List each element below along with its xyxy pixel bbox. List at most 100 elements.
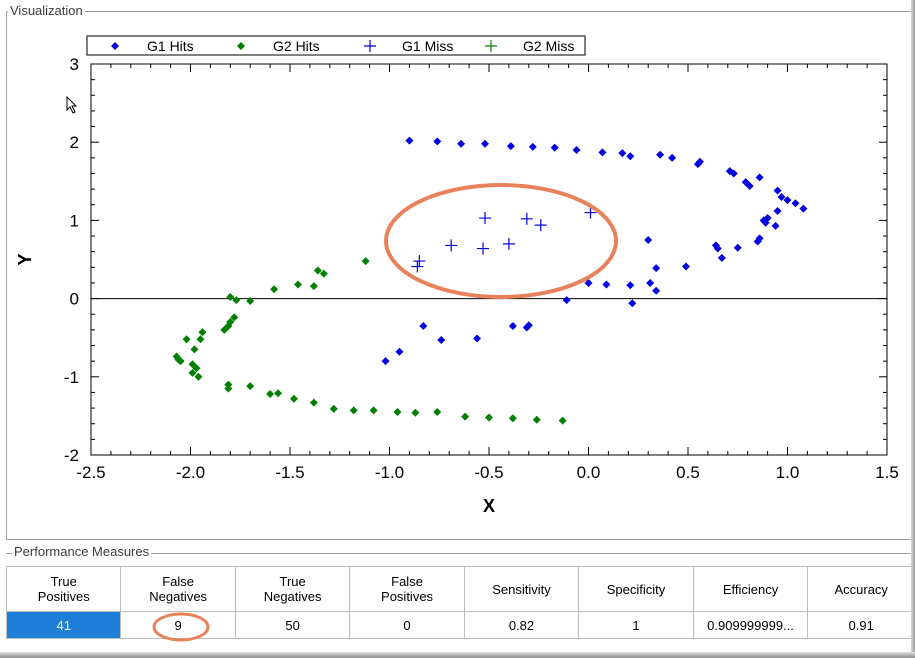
column-header-text: Accuracy [834, 581, 888, 597]
data-point [461, 412, 470, 421]
legend-marker [485, 40, 497, 52]
x-tick-label: -1.5 [275, 463, 304, 482]
data-point [190, 345, 199, 354]
window-shadow-bottom [0, 652, 915, 658]
x-tick-label: 1.5 [875, 463, 899, 482]
data-point [550, 143, 559, 152]
data-point [198, 328, 207, 337]
data-point [479, 212, 492, 225]
column-header-text: Efficiency [722, 581, 779, 597]
data-point [437, 336, 446, 345]
y-tick-label: 3 [70, 55, 79, 74]
data-point [534, 219, 547, 232]
data-point [745, 181, 754, 190]
data-point [196, 335, 205, 344]
plot-area [90, 63, 888, 456]
x-tick-label: -0.5 [474, 463, 503, 482]
column-header[interactable]: False Negatives [120, 566, 236, 612]
x-tick-label: -2.5 [76, 463, 105, 482]
data-point [176, 357, 185, 366]
data-point [230, 313, 239, 322]
data-point [411, 408, 420, 417]
x-axis-label: X [483, 496, 495, 516]
data-point [791, 199, 800, 208]
data-point [753, 237, 762, 246]
data-point [419, 321, 428, 330]
data-point [773, 207, 782, 216]
data-point [361, 257, 370, 266]
column-header[interactable]: Accuracy [807, 566, 915, 612]
table-cell[interactable]: 0 [349, 611, 465, 639]
table-cell[interactable]: 0.91 [807, 611, 915, 639]
data-point [646, 278, 655, 287]
column-header[interactable]: True Positives [5, 566, 122, 612]
table-cell[interactable]: 9 [120, 611, 236, 639]
data-point [395, 347, 404, 356]
column-header[interactable]: Specificity [578, 566, 694, 612]
column-header[interactable]: True Negatives [234, 566, 351, 612]
table-cell[interactable]: 50 [234, 611, 351, 639]
data-point [274, 389, 283, 398]
performance-value-row[interactable]: 41 9 50 0 0.82 1 0.909999999... 0.91 [5, 611, 915, 639]
data-point [226, 293, 235, 302]
data-point [293, 280, 302, 289]
chart-frame: -2.5 -2.0 -1.5 -1.0 -0.5 0.0 0.5 1.0 1.5 -2 -1 0 1 2 3… [6, 11, 914, 540]
data-point [562, 296, 571, 305]
data-point [695, 157, 704, 166]
table-cell[interactable]: 0.82 [463, 611, 580, 639]
data-point [783, 196, 792, 205]
column-header-text: False [162, 574, 195, 589]
data-point [558, 416, 567, 425]
data-point [682, 262, 691, 271]
data-point [733, 243, 742, 252]
visualization-title: Visualization [8, 3, 85, 18]
data-point [349, 406, 358, 415]
value-highlight-ellipse [152, 612, 210, 642]
data-point [319, 269, 328, 278]
performance-frame [6, 553, 915, 650]
x-tick-label: 0.0 [577, 463, 601, 482]
data-point [502, 237, 515, 250]
data-point [313, 266, 322, 275]
data-point [224, 321, 233, 330]
data-point [717, 253, 726, 262]
data-point [759, 216, 768, 225]
data-point [602, 280, 611, 289]
table-cell[interactable]: 41 [5, 611, 122, 639]
data-point [626, 152, 635, 161]
column-header[interactable]: Sensitivity [463, 566, 580, 612]
data-point [652, 264, 661, 273]
scatter-chart: -2.5 -2.0 -1.5 -1.0 -0.5 0.0 0.5 1.0 1.5 -2 -1 0 1 2 3… [15, 35, 899, 516]
data-point [729, 169, 738, 178]
column-header[interactable]: False Positives [349, 566, 465, 612]
data-point [381, 357, 390, 366]
column-header-text: Sensitivity [492, 581, 551, 597]
data-point [329, 404, 338, 413]
data-point [618, 149, 627, 158]
table-cell[interactable]: 0.909999999... [692, 611, 809, 639]
table-cell[interactable]: 1 [578, 611, 694, 639]
data-point [411, 260, 424, 273]
highlight-ellipse [384, 183, 618, 299]
data-point [528, 142, 537, 151]
column-header-text: Negatives [263, 589, 322, 604]
column-header[interactable]: Efficiency [692, 566, 809, 612]
data-point [289, 394, 298, 403]
data-point [266, 390, 275, 399]
legend-marker [111, 42, 119, 50]
data-point [182, 335, 191, 344]
data-point [481, 139, 490, 148]
data-point [445, 239, 458, 252]
data-point [270, 285, 279, 294]
data-point [668, 153, 677, 162]
data-point [393, 407, 402, 416]
data-point [799, 204, 808, 213]
legend-label: G1 Hits [147, 38, 194, 54]
data-point [777, 192, 786, 201]
data-point [508, 321, 517, 330]
data-point [508, 414, 517, 423]
data-point [572, 146, 581, 155]
data-point [522, 323, 531, 332]
data-point [656, 150, 665, 159]
